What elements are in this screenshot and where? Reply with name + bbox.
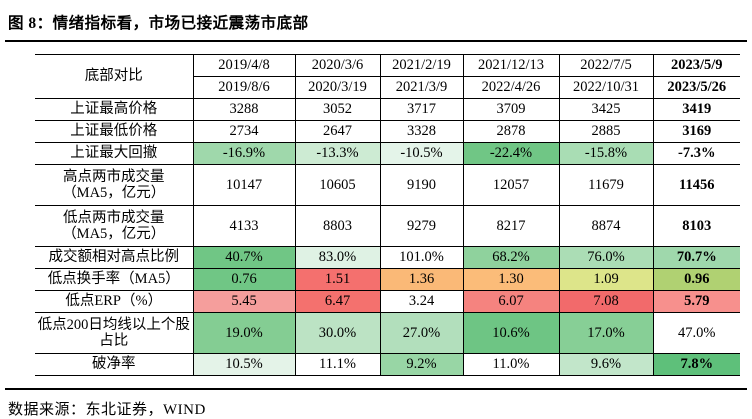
table-cell: 9.2% [379, 353, 464, 376]
table-cell: 2647 [294, 120, 381, 143]
date-header-end: 2020/3/19 [294, 76, 381, 99]
title-divider [5, 40, 747, 42]
table-cell: 10.6% [462, 312, 560, 354]
table-cell: 9190 [379, 164, 464, 206]
date-header-start: 2023/5/9 [652, 54, 740, 77]
row-label: 高点两市成交量（MA5，亿元） [35, 164, 194, 206]
date-header-start: 2022/7/5 [558, 54, 654, 77]
table-cell: 11679 [558, 164, 654, 206]
table-cell: 1.36 [379, 268, 464, 291]
table-cell: 3052 [294, 98, 381, 121]
table-cell: 2878 [462, 120, 560, 143]
row-label: 低点ERP（%） [35, 290, 194, 313]
table-cell: 30.0% [294, 312, 381, 354]
page-title: 图 8：情绪指标看，市场已接近震荡市底部 [8, 15, 309, 32]
table-cell: 3419 [652, 98, 740, 121]
row-label: 破净率 [35, 353, 194, 376]
table-cell: 7.8% [652, 353, 740, 376]
table-cell: 3169 [652, 120, 740, 143]
table-cell: 1.30 [462, 268, 560, 291]
table-cell: 19.0% [192, 312, 296, 354]
comparison-table: 底部对比 2019/4/8 2020/3/6 2021/2/19 2021/12/13 2… [35, 54, 740, 376]
table-cell: -15.8% [558, 142, 654, 165]
date-header-end: 2023/5/26 [652, 76, 740, 99]
table-cell: 9279 [379, 205, 464, 247]
table-cell: 8803 [294, 205, 381, 247]
row-label: 上证最低价格 [35, 120, 194, 143]
row-label: 低点换手率（MA5） [35, 268, 194, 291]
row-label: 成交额相对高点比例 [35, 246, 194, 269]
table-cell: 10.5% [192, 353, 296, 376]
date-header-end: 2019/8/6 [193, 76, 296, 99]
date-header-end: 2021/3/9 [379, 76, 464, 99]
footer-divider [5, 388, 747, 390]
data-source: 数据来源：东北证券，WIND [8, 402, 206, 418]
table-cell: 3.24 [379, 290, 464, 313]
table-cell: 1.51 [294, 268, 381, 291]
row-label: 低点两市成交量（MA5，亿元） [35, 205, 194, 247]
table-cell: 17.0% [558, 312, 654, 354]
row-label: 上证最大回撤 [35, 142, 194, 165]
table-cell: 27.0% [379, 312, 464, 354]
table-cell: 8874 [558, 205, 654, 247]
table-cell: 1.09 [558, 268, 654, 291]
date-header-start: 2020/3/6 [294, 54, 381, 77]
table-cell: 83.0% [294, 246, 381, 269]
table-cell: 6.07 [462, 290, 560, 313]
date-header-start: 2019/4/8 [192, 54, 296, 77]
table-cell: 10147 [192, 164, 296, 206]
table-cell: 8217 [462, 205, 560, 247]
table-cell: 5.79 [652, 290, 740, 313]
table-cell: 3425 [558, 98, 654, 121]
table-cell: -13.3% [294, 142, 381, 165]
table-cell: 2734 [192, 120, 296, 143]
table-cell: -7.3% [652, 142, 740, 165]
table-cell: 3717 [379, 98, 464, 121]
table-cell: 7.08 [558, 290, 654, 313]
date-header-end: 2022/4/26 [462, 76, 560, 99]
table-cell: 4133 [192, 205, 296, 247]
row-label: 低点200日均线以上个股占比 [35, 312, 194, 354]
date-header-start: 2021/12/13 [462, 54, 560, 77]
table-cell: 11456 [652, 164, 740, 206]
table-cell: 9.6% [558, 353, 654, 376]
table-cell: 12057 [462, 164, 560, 206]
table-cell: 11.1% [294, 353, 381, 376]
table-cell: 0.76 [192, 268, 296, 291]
table-cell: 101.0% [379, 246, 464, 269]
table-cell: 3709 [462, 98, 560, 121]
table-cell: 2885 [558, 120, 654, 143]
table-cell: 70.7% [652, 246, 740, 269]
table-cell: 8103 [652, 205, 740, 247]
table-cell: 76.0% [558, 246, 654, 269]
table-cell: 40.7% [192, 246, 296, 269]
row-label: 上证最高价格 [35, 98, 194, 121]
date-header-end: 2022/10/31 [558, 76, 654, 99]
table-cell: 3328 [379, 120, 464, 143]
table-cell: -16.9% [192, 142, 296, 165]
date-header-start: 2021/2/19 [379, 54, 464, 77]
table-cell: 68.2% [462, 246, 560, 269]
table-cell: 0.96 [652, 268, 740, 291]
table-cell: 3288 [192, 98, 296, 121]
corner-cell: 底部对比 [35, 54, 194, 99]
table-cell: -22.4% [462, 142, 560, 165]
table-cell: 5.45 [192, 290, 296, 313]
table-cell: 11.0% [462, 353, 560, 376]
table-cell: 47.0% [652, 312, 740, 354]
table-cell: 6.47 [294, 290, 381, 313]
table-cell: -10.5% [379, 142, 464, 165]
table-cell: 10605 [294, 164, 381, 206]
